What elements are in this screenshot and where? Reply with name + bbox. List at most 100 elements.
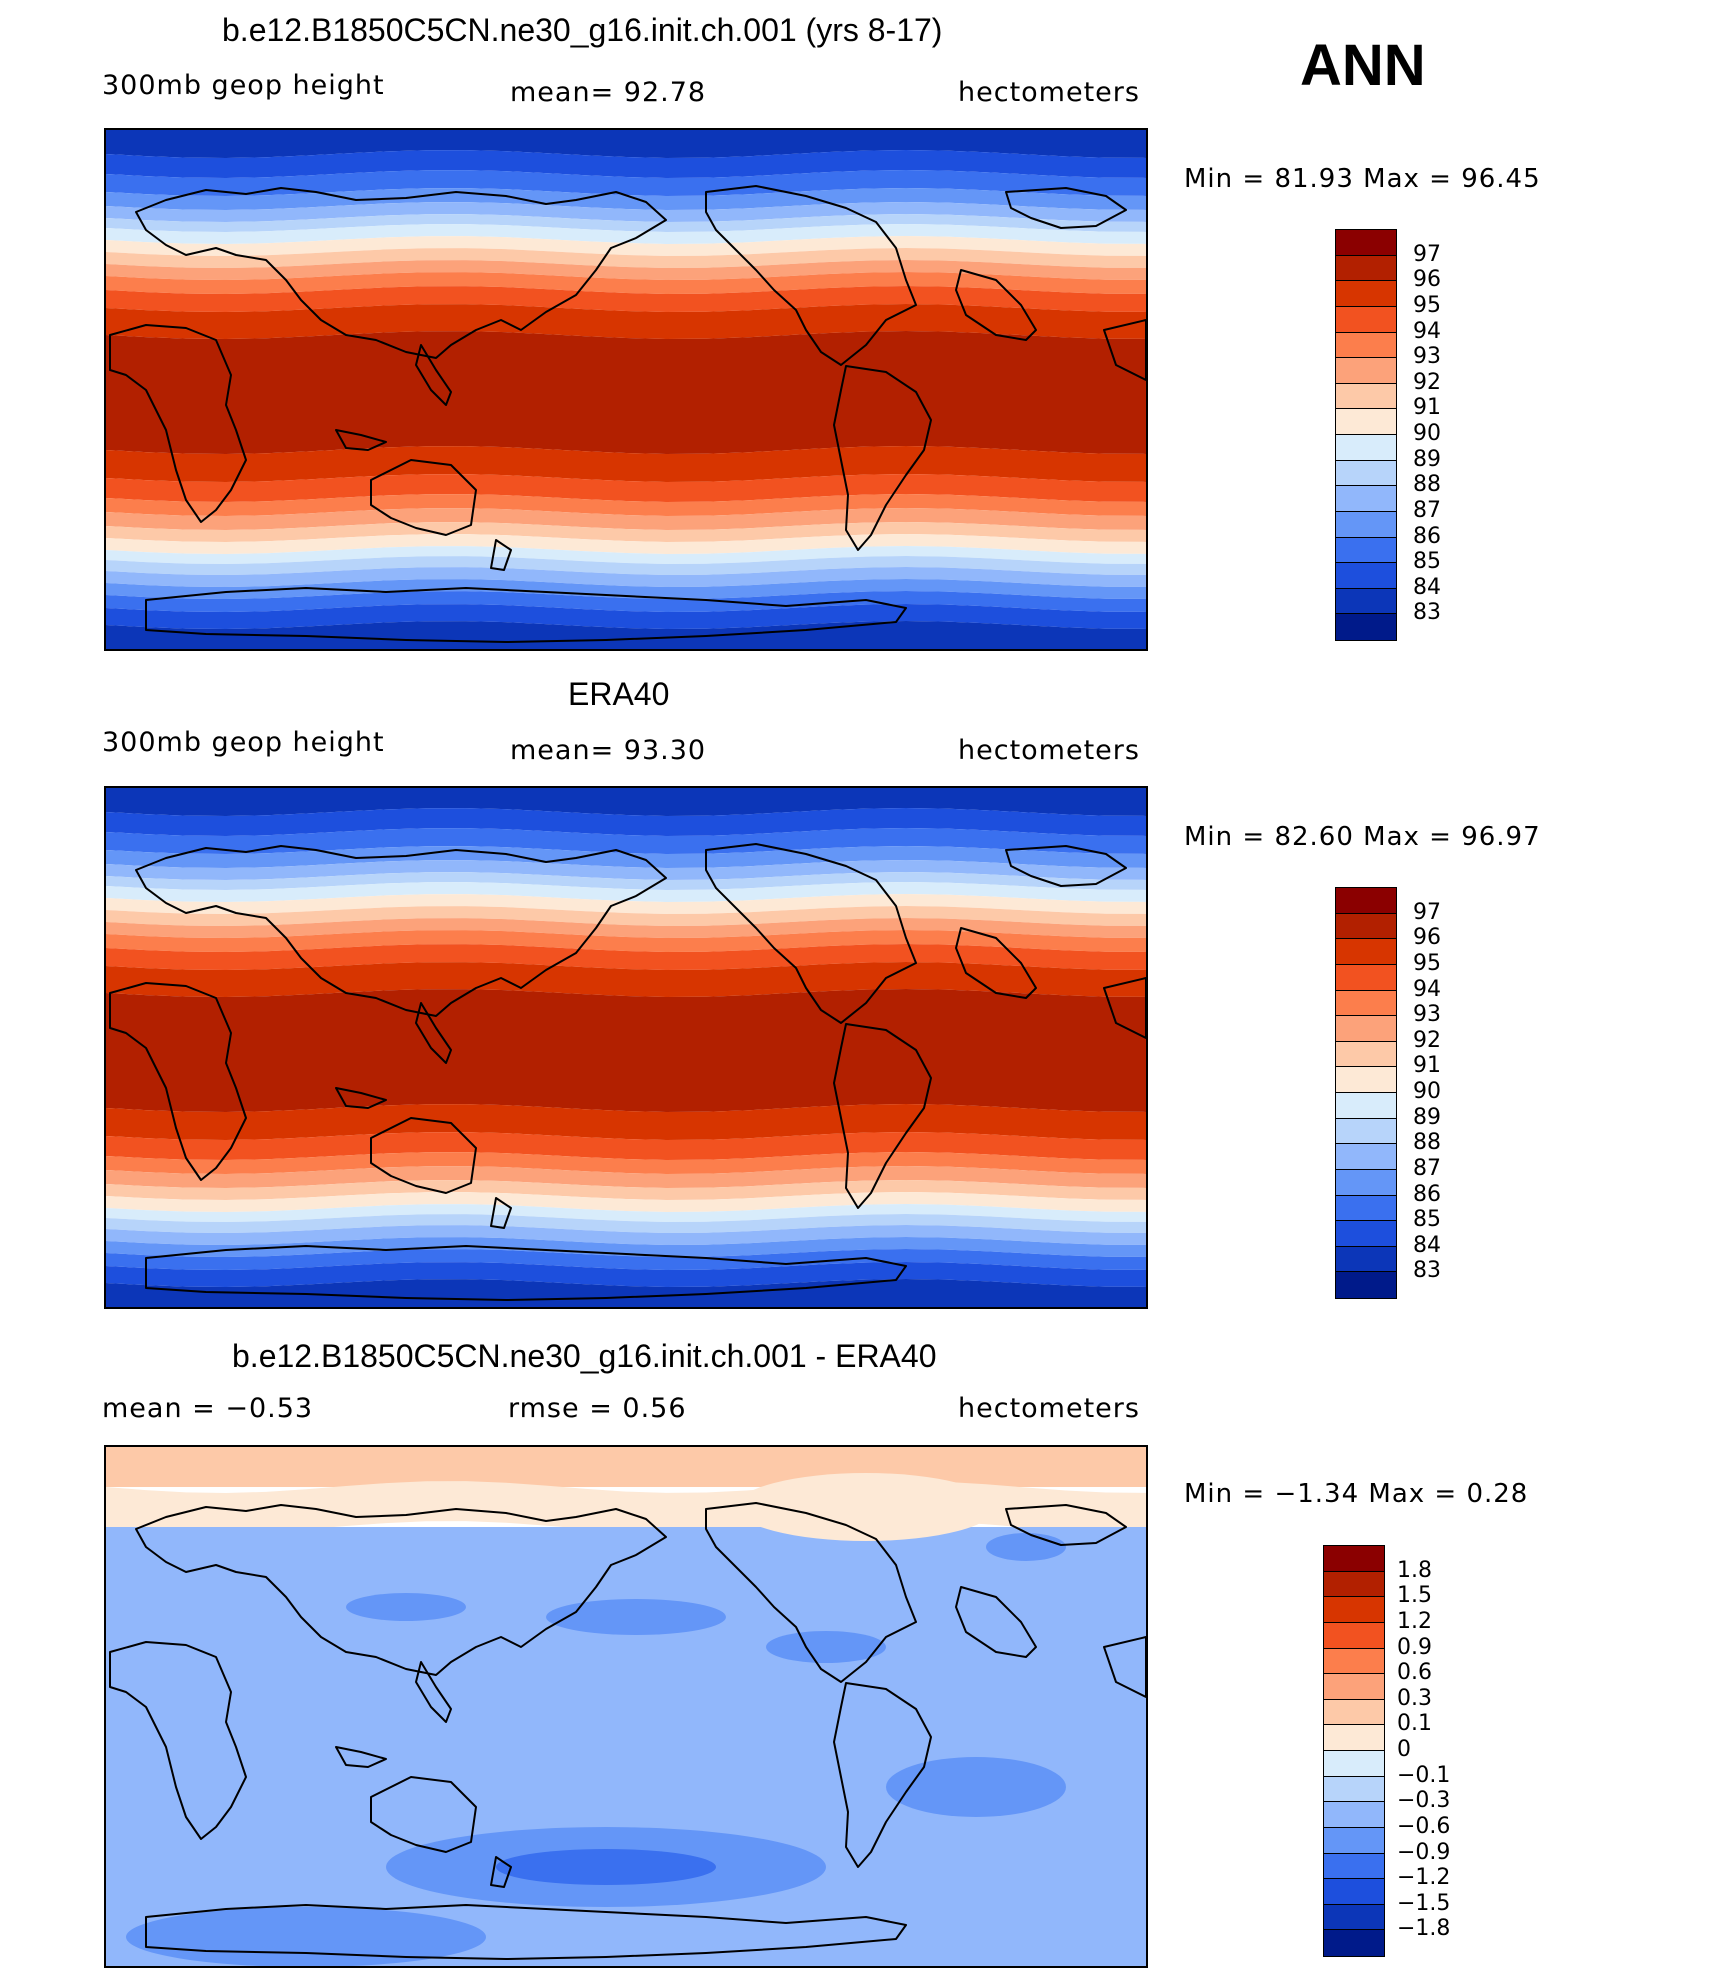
colorbar-swatch xyxy=(1336,486,1396,512)
panel-2-map xyxy=(104,786,1148,1309)
colorbar-swatch xyxy=(1324,1597,1384,1623)
contour-band xyxy=(106,1447,1146,1487)
coastline xyxy=(135,1504,667,1676)
coastline xyxy=(335,1087,387,1109)
colorbar-swatch xyxy=(1336,537,1396,564)
coastline xyxy=(705,185,917,366)
panel-2-title: ERA40 xyxy=(568,676,670,712)
colorbar-swatch xyxy=(1336,383,1396,410)
colorbar-tick-label: 90 xyxy=(1413,1079,1441,1104)
colorbar-swatch xyxy=(1336,1093,1396,1119)
colorbar-swatch xyxy=(1324,1699,1384,1726)
colorbar-tick-label: 94 xyxy=(1413,976,1441,1002)
contour-band xyxy=(106,604,1146,629)
colorbar-swatch xyxy=(1336,964,1396,991)
panel-1-colorbar xyxy=(1335,229,1397,641)
contour-band xyxy=(106,474,1146,502)
coastline xyxy=(415,344,452,406)
colorbar-tick-label: 87 xyxy=(1413,1155,1441,1181)
colorbar-tick-label: 1.8 xyxy=(1397,1557,1432,1583)
coastline xyxy=(415,1661,452,1723)
colorbar-tick-label: −0.1 xyxy=(1397,1762,1451,1788)
coastline xyxy=(833,1023,932,1209)
colorbar-swatch xyxy=(1336,588,1396,615)
contour-band xyxy=(106,1237,1146,1257)
coastline xyxy=(1005,845,1127,887)
colorbar-tick-label: 91 xyxy=(1413,1053,1441,1079)
panel-3-units-label: hectometers xyxy=(958,1393,1140,1424)
contour-band xyxy=(106,872,1146,890)
contour-band xyxy=(106,1152,1146,1174)
contour-band xyxy=(106,567,1146,587)
contour-band xyxy=(106,446,1146,482)
contour-band xyxy=(346,1593,466,1621)
contour-band xyxy=(106,214,1146,232)
colorbar-tick-label: 84 xyxy=(1413,1232,1441,1258)
contour-band xyxy=(986,1533,1066,1561)
colorbar-tick-label: 1.2 xyxy=(1397,1608,1432,1634)
colorbar-tick-label: 86 xyxy=(1413,1181,1441,1207)
contour-band xyxy=(766,1631,886,1663)
coastline xyxy=(490,539,512,571)
contour-band xyxy=(106,1214,1146,1233)
contour-band xyxy=(496,1849,716,1885)
colorbar-swatch xyxy=(1324,1879,1384,1905)
coastline xyxy=(415,1002,452,1064)
contour-band xyxy=(106,1225,1146,1245)
colorbar-swatch xyxy=(1324,1674,1384,1700)
contour-band xyxy=(106,188,1146,210)
coastline xyxy=(370,1776,477,1853)
contour-band xyxy=(736,1473,996,1541)
colorbar-tick-label: 94 xyxy=(1413,318,1441,344)
contour-band xyxy=(106,1192,1146,1212)
contour-band xyxy=(106,1204,1146,1222)
contour-band xyxy=(106,534,1146,554)
contour-band xyxy=(106,260,1146,280)
panel-1-map xyxy=(104,128,1148,651)
colorbar-swatch xyxy=(1336,409,1396,435)
colorbar-tick-label: −0.9 xyxy=(1397,1839,1451,1865)
contour-band xyxy=(106,860,1146,880)
colorbar-swatch xyxy=(1324,1725,1384,1751)
coastline xyxy=(370,1117,477,1194)
colorbar-swatch xyxy=(1336,435,1396,461)
coastline xyxy=(1103,1636,1146,1698)
colorbar-swatch xyxy=(1324,1648,1384,1675)
colorbar-swatch xyxy=(1336,1118,1396,1145)
coastline xyxy=(1103,319,1146,381)
colorbar-swatch xyxy=(1336,358,1396,384)
coastline xyxy=(335,1746,387,1768)
coastline xyxy=(1103,977,1146,1039)
coastline xyxy=(109,1641,247,1840)
panel-2-variable-label: 300mb geop height xyxy=(102,727,385,758)
contour-band xyxy=(106,930,1146,952)
colorbar-swatch xyxy=(1336,939,1396,965)
colorbar-swatch xyxy=(1336,1195,1396,1222)
colorbar-swatch xyxy=(1324,1546,1384,1572)
contour-band xyxy=(106,906,1146,926)
colorbar-tick-label: 93 xyxy=(1413,1002,1441,1028)
colorbar-swatch xyxy=(1336,563,1396,589)
colorbar-swatch xyxy=(1324,1904,1384,1931)
colorbar-swatch xyxy=(1336,614,1396,640)
colorbar-swatch xyxy=(1336,1067,1396,1093)
panel-2-mean-label: mean= 93.30 xyxy=(510,735,707,766)
colorbar-swatch xyxy=(1336,1041,1396,1068)
contour-band xyxy=(106,894,1146,914)
colorbar-tick-label: 87 xyxy=(1413,497,1441,523)
panel-1-minmax: Min = 81.93 Max = 96.45 xyxy=(1184,164,1541,194)
contour-band xyxy=(106,331,1146,454)
contour-band xyxy=(106,286,1146,312)
contour-band xyxy=(106,202,1146,222)
colorbar-tick-label: 90 xyxy=(1413,421,1441,446)
contour-band xyxy=(106,579,1146,599)
colorbar-tick-label: 85 xyxy=(1413,549,1441,575)
panel-2-minmax: Min = 82.60 Max = 96.97 xyxy=(1184,822,1541,852)
colorbar-swatch xyxy=(1336,1246,1396,1273)
contour-band xyxy=(106,621,1146,649)
contour-band xyxy=(106,1104,1146,1140)
colorbar-swatch xyxy=(1336,230,1396,256)
contour-band xyxy=(106,591,1146,612)
colorbar-tick-label: 0.6 xyxy=(1397,1660,1432,1686)
colorbar-tick-label: 88 xyxy=(1413,472,1441,498)
